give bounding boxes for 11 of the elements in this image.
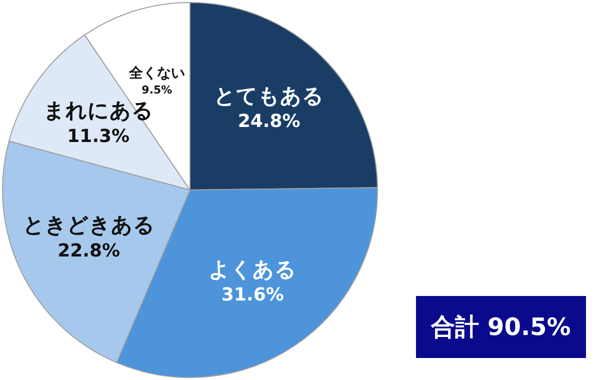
data-label: 24.8% bbox=[238, 111, 300, 132]
text: 合計 90.5% bbox=[416, 296, 586, 358]
data-label: 22.8% bbox=[58, 240, 120, 262]
slice-label: よくある bbox=[208, 257, 297, 282]
slice-label: 全くない bbox=[128, 66, 185, 82]
slice-label: ときどきある bbox=[22, 213, 155, 238]
slice-label: まれにある bbox=[43, 98, 154, 123]
data-label: 11.3% bbox=[67, 126, 130, 148]
slice-label: とてもある bbox=[214, 84, 324, 108]
data-label: 9.5% bbox=[142, 84, 172, 97]
data-label: 31.6% bbox=[221, 284, 284, 306]
